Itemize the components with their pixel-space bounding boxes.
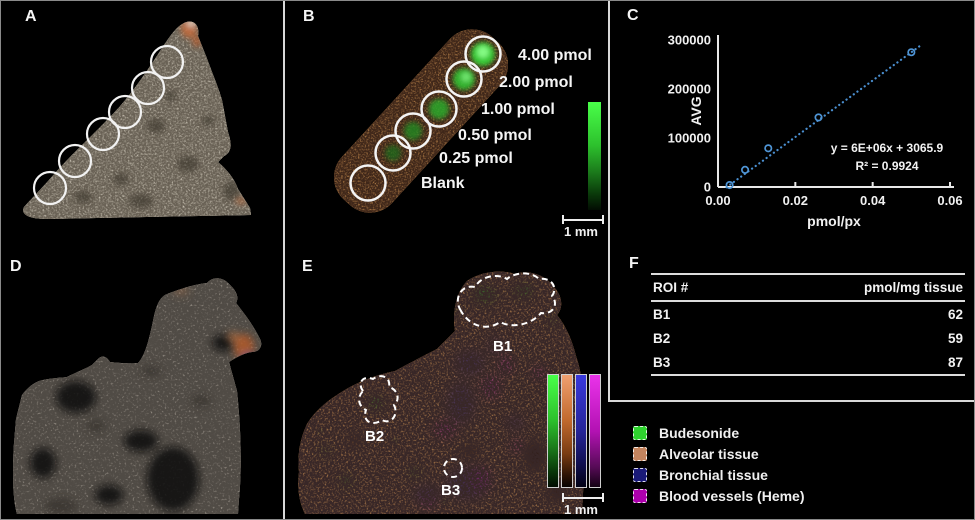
panel-label-d: D xyxy=(10,258,22,275)
color-legend: Budesonide Alveolar tissue Bronchial tis… xyxy=(633,425,805,509)
panel-d-tissue-image xyxy=(13,278,262,515)
x-tick-label: 0.04 xyxy=(860,193,886,208)
data-point xyxy=(725,180,734,190)
alveolar-swatch xyxy=(633,447,647,461)
value-cell: 87 xyxy=(947,354,963,370)
column-header-roi: ROI # xyxy=(653,280,689,295)
data-point xyxy=(814,113,823,122)
table-row: B3 87 xyxy=(651,350,965,374)
roi-label-b2: B2 xyxy=(365,428,385,445)
bronchial-tissue-colorbar xyxy=(575,374,587,488)
calibration-spot-circles xyxy=(32,44,185,206)
x-tick-label: 0.02 xyxy=(783,193,808,208)
panel-label-b: B xyxy=(303,8,315,25)
panel-e-msi-overlay-image xyxy=(298,271,586,514)
data-point xyxy=(741,165,750,174)
vertical-divider-left xyxy=(283,1,285,519)
trendline-r-squared: R² = 0.9924 xyxy=(855,159,919,173)
legend-item-alveolar: Alveolar tissue xyxy=(633,446,805,462)
panel-b-msi-image xyxy=(321,16,521,226)
table-row: B2 59 xyxy=(651,326,965,350)
budesonide-intensity-colorbar xyxy=(588,102,601,210)
roi-outlines xyxy=(358,272,556,478)
x-tick-label: 0.00 xyxy=(705,193,730,208)
scale-bar-label: 1 mm xyxy=(564,224,598,239)
value-cell: 59 xyxy=(947,330,963,346)
horizontal-divider xyxy=(608,400,974,402)
panel-label-c: C xyxy=(627,7,639,24)
panel-label-a: A xyxy=(25,8,37,25)
legend-item-blood-vessels: Blood vessels (Heme) xyxy=(633,488,805,504)
legend-label: Bronchial tissue xyxy=(659,467,768,483)
blood-vessels-swatch xyxy=(633,489,647,503)
roi-label-b3: B3 xyxy=(441,482,461,499)
budesonide-swatch xyxy=(633,426,647,440)
legend-item-budesonide: Budesonide xyxy=(633,425,805,441)
y-axis-title: AVG xyxy=(688,96,704,126)
roi-cell: B3 xyxy=(653,354,671,370)
dose-label-2pmol: 2.00 pmol xyxy=(499,74,573,91)
column-header-pmol: pmol/mg tissue xyxy=(863,280,963,295)
calibration-curve-chart: 0.00 0.02 0.04 0.06 0 100000 200000 300000 xyxy=(668,33,963,209)
y-tick-label: 300000 xyxy=(668,33,711,48)
roi-quantification-table: ROI # pmol/mg tissue B1 62 B2 59 B3 87 xyxy=(651,273,965,376)
y-tick-label: 100000 xyxy=(668,131,711,146)
dose-label-05pmol: 0.50 pmol xyxy=(458,127,532,144)
legend-item-bronchial: Bronchial tissue xyxy=(633,467,805,483)
table-header-row: ROI # pmol/mg tissue xyxy=(651,275,965,302)
data-point xyxy=(907,48,916,57)
legend-label: Alveolar tissue xyxy=(659,446,759,462)
dose-label-blank: Blank xyxy=(421,175,465,192)
bronchial-swatch xyxy=(633,468,647,482)
vertical-divider-right xyxy=(608,1,610,402)
legend-label: Blood vessels (Heme) xyxy=(659,488,805,504)
scale-bar xyxy=(562,493,604,502)
panel-label-f: F xyxy=(629,255,639,272)
dose-label-025pmol: 0.25 pmol xyxy=(439,150,513,167)
trendline-equation: y = 6E+06x + 3065.9 xyxy=(830,141,944,155)
dose-label-4pmol: 4.00 pmol xyxy=(518,47,592,64)
scale-bar xyxy=(562,215,604,224)
x-tick-label: 0.06 xyxy=(937,193,962,208)
alveolar-tissue-colorbar xyxy=(561,374,573,488)
legend-label: Budesonide xyxy=(659,425,740,441)
panel-a-tissue-image xyxy=(23,21,251,219)
scale-bar-label: 1 mm xyxy=(564,502,598,517)
roi-cell: B2 xyxy=(653,330,671,346)
budesonide-colorbar xyxy=(547,374,559,488)
value-cell: 62 xyxy=(947,306,963,322)
trendline xyxy=(725,45,921,189)
roi-label-b1: B1 xyxy=(493,338,513,355)
calibration-spot-circles xyxy=(349,35,502,202)
blood-vessels-colorbar xyxy=(589,374,601,488)
panel-label-e: E xyxy=(302,258,313,275)
roi-cell: B1 xyxy=(653,306,671,322)
x-axis-title: pmol/px xyxy=(807,213,861,229)
y-tick-label: 200000 xyxy=(668,82,711,97)
dose-label-1pmol: 1.00 pmol xyxy=(481,101,555,118)
data-point xyxy=(764,144,773,153)
table-row: B1 62 xyxy=(651,302,965,326)
y-tick-label: 0 xyxy=(704,180,711,195)
